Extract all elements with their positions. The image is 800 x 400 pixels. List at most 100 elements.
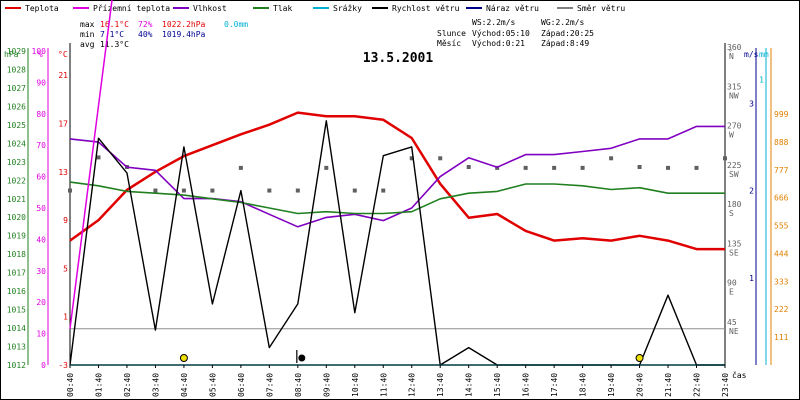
hpa-tick-0: 1012 [7, 361, 26, 370]
hpa-tick-11: 1023 [7, 158, 26, 167]
info-0: WS:2.2m/s [472, 18, 516, 27]
wind-direction-point-22 [694, 165, 699, 170]
dir-tick-dir-4: SW [729, 170, 739, 179]
pct-tick-3: 30 [36, 267, 46, 276]
x-tick-label-13: 13:40 [436, 373, 445, 397]
wind-direction-point-9 [324, 165, 329, 170]
x-axis-unit-label: čas [732, 370, 747, 380]
legend-label-1: Přízemní teplota [93, 4, 170, 13]
dir-tick-dir-3: S [729, 209, 734, 218]
rain-rate-tick-6: 777 [774, 166, 789, 175]
hpa-tick-4: 1016 [7, 287, 26, 296]
x-tick-label-19: 19:40 [607, 373, 616, 397]
hpa-tick-17: 1029 [7, 47, 26, 56]
moon-marker-1 [298, 354, 306, 362]
wind-direction-point-0 [68, 188, 72, 193]
pct-tick-8: 80 [36, 110, 46, 119]
wind-direction-point-5 [210, 188, 215, 193]
legend: Teplota Přízemní teplota Vlhkost Tlak Srážky… [5, 4, 625, 13]
legend-label-3: Tlak [273, 4, 292, 13]
pct-tick-6: 60 [36, 173, 46, 182]
x-tick-label-11: 11:40 [379, 373, 388, 397]
ms-tick-2: 3 [749, 99, 754, 108]
dir-axis-label: ° [728, 48, 733, 57]
x-tick-label-15: 15:40 [493, 373, 502, 397]
info-3: Východ:05:10 [472, 29, 530, 38]
deg-tick-3: 9 [63, 216, 68, 225]
hpa-tick-8: 1020 [7, 213, 26, 222]
rain-rate-tick-8: 999 [774, 110, 789, 119]
hpa-tick-5: 1017 [7, 269, 26, 278]
info-block: WS:2.2m/s WG:2.2m/s Slunce Východ:05:10 Zápa… [437, 18, 594, 48]
wind-direction-point-1 [96, 155, 101, 160]
legend-label-7: Směr větru [577, 4, 625, 13]
stat-0-2: 72% [138, 20, 153, 29]
chart-title: 13.5.2001 [363, 51, 434, 66]
ms-tick-0: 1 [749, 274, 754, 283]
deg-tick-2: 5 [63, 264, 68, 273]
wind-direction-point-13 [438, 156, 443, 161]
pct-axis-label: % [38, 50, 43, 59]
info-5: Měsíc [437, 39, 461, 48]
dir-tick-dir-7: N [729, 52, 734, 61]
info-4: Západ:20:25 [541, 29, 594, 38]
info-6: Východ:0:21 [472, 39, 525, 48]
rain-rate-tick-5: 666 [774, 194, 789, 203]
pct-tick-2: 20 [36, 298, 46, 307]
pct-tick-1: 10 [36, 330, 46, 339]
wind-direction-point-18 [580, 165, 585, 170]
rain-rate-tick-0: 111 [774, 333, 789, 342]
x-axis: 00:40 01:40 02:40 03:40 04:40 05:40 06:40 07:40… [66, 364, 747, 397]
series-line-2 [69, 181, 725, 215]
wind-direction-point-11 [381, 188, 386, 193]
dir-tick-num-3: 180 [727, 200, 742, 209]
wind-direction-point-3 [153, 188, 158, 193]
stat-2-1: 11.3°C [100, 40, 129, 49]
legend-label-5: Rychlost větru [392, 4, 460, 13]
x-tick-label-3: 03:40 [151, 373, 160, 397]
x-tick-label-18: 18:40 [579, 373, 588, 397]
wind-direction-point-20 [637, 165, 642, 170]
x-tick-label-6: 06:40 [237, 373, 246, 397]
stat-0-4: 0.0mm [224, 20, 248, 29]
legend-label-6: Náraz větru [486, 4, 539, 13]
hpa-tick-15: 1027 [7, 84, 26, 93]
x-tick-label-0: 00:40 [66, 373, 75, 397]
dir-tick-num-2: 135 [727, 239, 742, 248]
deg-tick-0: -3 [58, 361, 68, 370]
wind-direction-point-6 [238, 165, 243, 170]
wind-direction-point-4 [181, 188, 186, 193]
dir-tick-num-0: 45 [727, 318, 737, 327]
dir-tick-num-5: 270 [727, 122, 742, 131]
stat-0-1: 16.1°C [100, 20, 129, 29]
pct-tick-0: 0 [41, 361, 46, 370]
deg-tick-5: 17 [58, 119, 68, 128]
wind-direction-point-14 [466, 165, 471, 170]
dir-tick-dir-6: NW [729, 91, 739, 100]
info-2: Slunce [437, 29, 466, 38]
legend-label-0: Teplota [25, 4, 59, 13]
x-tick-label-1: 01:40 [94, 373, 103, 397]
x-tick-label-20: 20:40 [636, 373, 645, 397]
deg-tick-1: 1 [63, 313, 68, 322]
sun-marker-2 [635, 354, 644, 362]
mm-axis-label: mm [759, 50, 769, 59]
dir-tick-dir-5: W [729, 131, 734, 140]
pct-tick-5: 50 [36, 204, 46, 213]
x-tick-label-17: 17:40 [550, 373, 559, 397]
axes: hPa1012101310141015101610171018101910201… [4, 43, 789, 370]
dir-tick-dir-2: SE [729, 248, 739, 257]
stats-block: max 16.1°C 72% 1022.2hPa 0.0mm min 7.1°C 40% 101… [80, 20, 248, 49]
dir-tick-num-1: 90 [727, 279, 737, 288]
hpa-tick-16: 1028 [7, 65, 26, 74]
hpa-tick-2: 1014 [7, 324, 26, 333]
x-tick-label-8: 08:40 [294, 373, 303, 397]
x-tick-label-14: 14:40 [465, 373, 474, 397]
stat-0-0: max [80, 20, 95, 29]
x-tick-label-12: 12:40 [408, 373, 417, 397]
wind-direction-point-21 [666, 165, 671, 170]
hpa-tick-3: 1015 [7, 306, 26, 315]
wind-direction-point-8 [295, 188, 300, 193]
